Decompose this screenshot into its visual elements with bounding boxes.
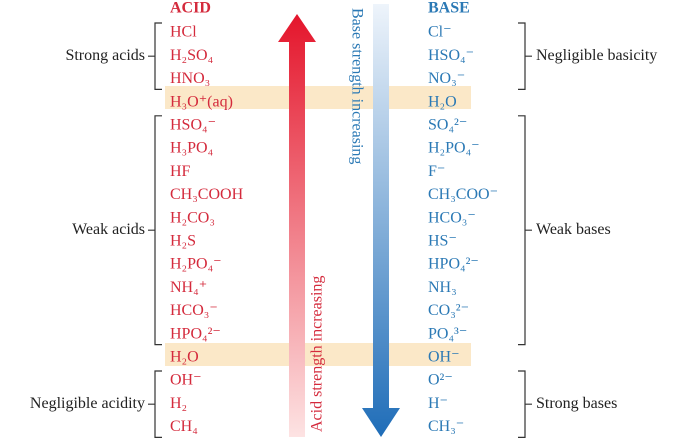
acid-formula: H₂ [170, 395, 187, 412]
bracket [148, 370, 162, 438]
base-formula: H₂PO₄⁻ [428, 140, 480, 157]
acid-formula: H₂CO₃ [170, 209, 215, 226]
acid-formula: CH₃COOH [170, 186, 244, 203]
base-formula: SO₄²⁻ [428, 116, 467, 133]
base-formula: HCO₃⁻ [428, 209, 476, 226]
base-arrow-label: Base strength increasing [348, 8, 365, 164]
group-label: Weak acids [72, 221, 145, 238]
group-label: Strong acids [65, 47, 145, 64]
base-formula: CH₃COO⁻ [428, 186, 498, 203]
acid-formula: CH₄ [170, 418, 198, 435]
bracket [518, 370, 532, 438]
acid-formula: HPO₄²⁻ [170, 325, 221, 342]
base-formula: CO₃²⁻ [428, 302, 469, 319]
acid-formula: HCO₃⁻ [170, 302, 218, 319]
acid-arrow-label: Acid strength increasing [309, 276, 326, 432]
bracket [148, 22, 162, 90]
acid-arrow [278, 14, 316, 437]
acid-formula: H₂O [170, 348, 199, 365]
base-formula: CH₃⁻ [428, 418, 464, 435]
base-formula: HSO₄⁻ [428, 47, 474, 64]
base-formula: PO₄³⁻ [428, 325, 467, 342]
base-formula: F⁻ [428, 163, 445, 180]
base-formula: H₂O [428, 93, 457, 110]
base-formula: NO₃⁻ [428, 70, 465, 87]
group-label: Negligible acidity [30, 395, 145, 412]
acid-formula: NH₄⁺ [170, 279, 207, 296]
acid-formula: HF [170, 163, 191, 180]
acid-formula: HNO₃ [170, 70, 210, 87]
base-formula: HS⁻ [428, 232, 457, 249]
acid-header: ACID [170, 0, 211, 17]
group-label: Strong bases [536, 395, 617, 412]
acid-formula: H₃PO₄ [170, 140, 214, 157]
bracket [518, 22, 532, 90]
acid-formula: HCl [170, 24, 197, 41]
base-formula: O²⁻ [428, 372, 453, 389]
base-formula: H⁻ [428, 395, 448, 412]
base-formula: Cl⁻ [428, 24, 452, 41]
base-arrow [362, 4, 400, 437]
bracket [148, 115, 162, 346]
acid-formula: H₃O⁺(aq) [170, 93, 233, 110]
base-formula: HPO₄²⁻ [428, 256, 479, 273]
highlight-band [165, 343, 471, 366]
highlight-band [165, 86, 471, 109]
bracket [518, 115, 532, 346]
acid-formula: OH⁻ [170, 372, 202, 389]
acid-formula: H₂PO₄⁻ [170, 256, 222, 273]
base-formula: OH⁻ [428, 348, 460, 365]
group-label: Negligible basicity [536, 47, 657, 64]
base-formula: NH₃ [428, 279, 457, 296]
acid-formula: H₂SO₄ [170, 47, 214, 64]
base-header: BASE [428, 0, 470, 17]
acid-formula: HSO₄⁻ [170, 116, 216, 133]
acid-formula: H₂S [170, 232, 196, 249]
group-label: Weak bases [536, 221, 611, 238]
